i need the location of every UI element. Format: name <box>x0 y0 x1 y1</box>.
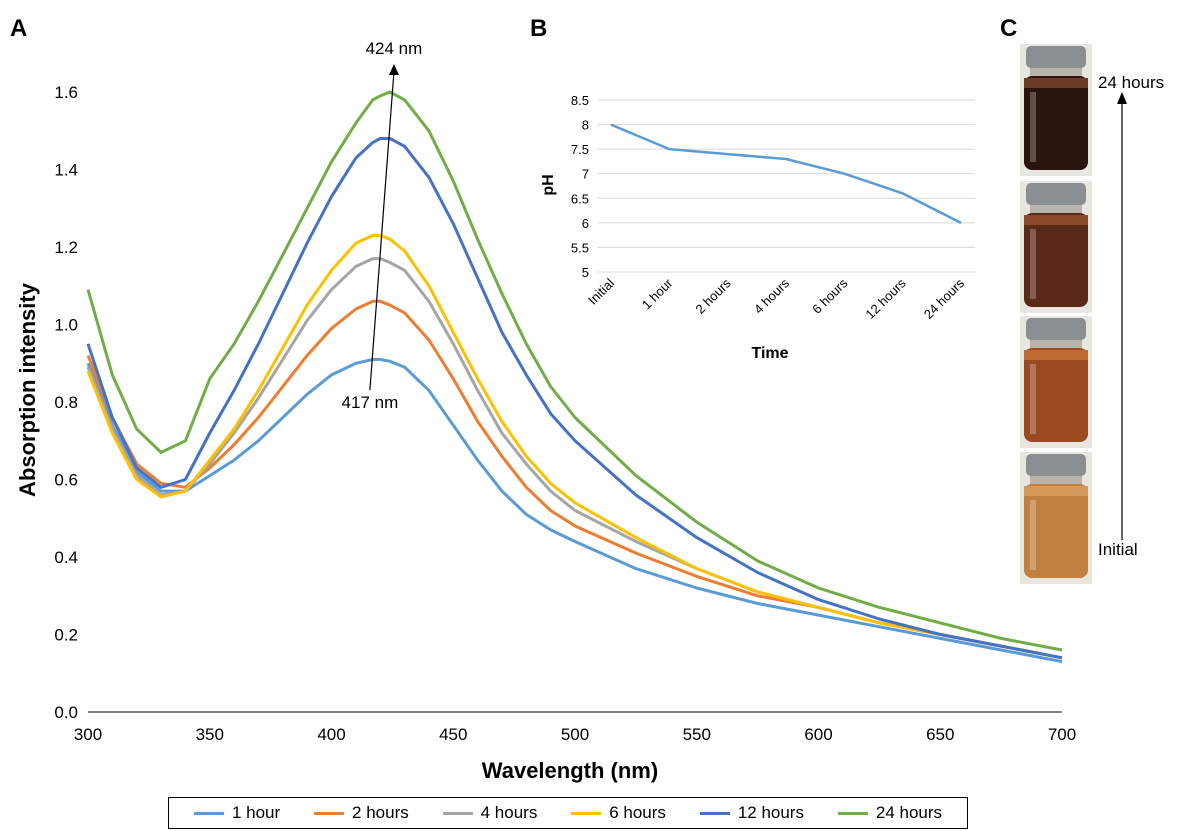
y-axis-label: Absorption intensity <box>15 282 40 497</box>
series-line-6-hours <box>86 233 1063 660</box>
x-tick-label: 450 <box>439 725 467 744</box>
x-axis-label: Wavelength (nm) <box>482 758 658 783</box>
time-arrow <box>1117 92 1127 540</box>
inset-ph-line <box>610 123 962 225</box>
inset-y-axis-label: pH <box>540 174 557 195</box>
peak-shift-arrow-line <box>369 71 395 391</box>
legend-swatch <box>699 811 730 815</box>
panel-label-c: C <box>1000 15 1017 42</box>
legend-swatch <box>193 811 224 815</box>
x-tick-label: 550 <box>683 725 711 744</box>
y-tick-label: 0.0 <box>54 703 78 722</box>
legend-item: 12 hours <box>699 803 804 823</box>
y-tick-label: 1.6 <box>54 83 78 102</box>
legend-swatch <box>837 811 868 815</box>
series-group-b <box>610 123 962 225</box>
legend: 1 hour 2 hours 4 hours 6 hours 12 hours 24 ho… <box>168 797 968 829</box>
series-line-1-hour <box>86 357 1063 664</box>
inset-y-tick-label: 7 <box>582 167 589 182</box>
legend-label: 2 hours <box>352 803 409 822</box>
series-line-24-hours <box>86 90 1063 652</box>
panel-label-b: B <box>530 15 547 42</box>
legend-swatch <box>571 811 602 815</box>
x-tick-label: 350 <box>196 725 224 744</box>
vial-photos <box>1020 44 1092 584</box>
inset-x-tick-label: 6 hours <box>809 275 851 317</box>
series-line-12-hours <box>86 137 1063 660</box>
y-tick-label: 1.2 <box>54 238 78 257</box>
inset-x-tick-label: Initial <box>585 275 617 307</box>
y-tick-label: 0.8 <box>54 393 78 412</box>
inset-y-tick-label: 8 <box>582 118 589 133</box>
legend-label: 24 hours <box>875 803 943 822</box>
panel-label-a: A <box>10 15 27 42</box>
series-group-a <box>86 90 1063 664</box>
inset-x-tick-label: 24 hours <box>921 275 968 322</box>
y-tick-label: 1.4 <box>54 161 78 180</box>
x-tick-label: 600 <box>804 725 832 744</box>
y-tick-label: 0.4 <box>54 548 78 567</box>
inset-x-axis-label: Time <box>751 345 788 362</box>
axes-a: 300 350 400 450 500 550 600 650 700 0.0 0.2 0.4 0.6 0… <box>54 83 1076 744</box>
inset-x-tick-label: 12 hours <box>862 275 909 322</box>
x-tick-label: 500 <box>561 725 589 744</box>
inset-y-tick-label: 6.5 <box>571 191 589 206</box>
inset-y-tick-label: 7.5 <box>571 142 589 157</box>
vial-Initial <box>1020 452 1092 584</box>
inset-y-tick-label: 5 <box>582 265 589 280</box>
inset-y-tick-label: 6 <box>582 216 589 231</box>
inset-x-tick-label: 1 hour <box>639 275 676 312</box>
vial-6-hours <box>1020 316 1092 448</box>
photo-bottom-label: Initial <box>1098 540 1138 559</box>
inset-x-tick-label: 4 hours <box>751 275 793 317</box>
legend-item: 24 hours <box>837 803 943 823</box>
legend-item: 2 hours <box>314 803 409 823</box>
peak-shift-arrowhead <box>388 64 399 75</box>
legend-swatch <box>314 811 345 815</box>
vial-24-hours <box>1020 44 1092 176</box>
y-tick-label: 0.2 <box>54 626 78 645</box>
legend-label: 6 hours <box>609 803 666 822</box>
x-tick-label: 300 <box>74 725 102 744</box>
x-tick-label: 700 <box>1048 725 1076 744</box>
inset-x-tick-label: 2 hours <box>693 275 735 317</box>
series-line-2-hours <box>86 299 1063 660</box>
legend-label: 1 hour <box>231 803 281 822</box>
legend-swatch <box>442 811 473 815</box>
y-tick-label: 1.0 <box>54 316 78 335</box>
legend-item: 6 hours <box>571 803 666 823</box>
vial-12-hours <box>1020 181 1092 313</box>
legend-item: 4 hours <box>442 803 538 823</box>
inset-y-tick-label: 5.5 <box>571 240 589 255</box>
legend-label: 4 hours <box>480 803 538 822</box>
photo-top-label: 24 hours <box>1098 73 1164 92</box>
peak-annotation: 424 nm 417 nm <box>342 39 423 412</box>
inset-y-tick-label: 8.5 <box>571 93 589 108</box>
peak-label-lower: 417 nm <box>342 393 399 412</box>
x-tick-label: 400 <box>317 725 345 744</box>
legend-item: 1 hour <box>193 803 281 823</box>
legend-label: 12 hours <box>737 803 804 822</box>
axes-b: 5 5.5 6 6.5 7 7.5 8 8.5 Initial 1 hour 2 hours 4 ho… <box>571 93 975 322</box>
x-tick-label: 650 <box>926 725 954 744</box>
peak-label-upper: 424 nm <box>366 39 423 58</box>
y-tick-label: 0.6 <box>54 471 78 490</box>
